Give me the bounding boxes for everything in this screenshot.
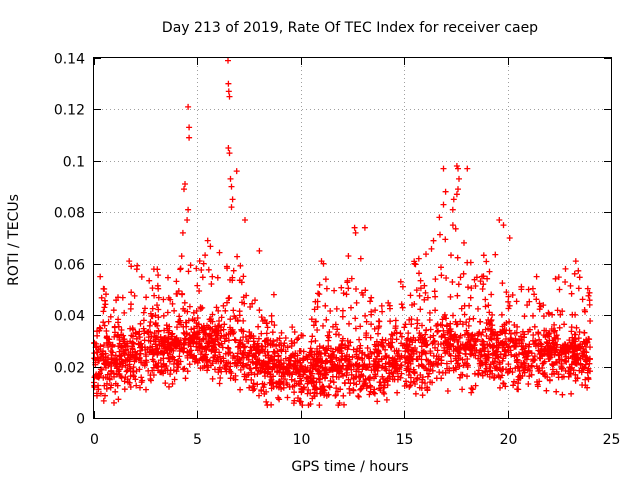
chart-title: Day 213 of 2019, Rate Of TEC Index for r… — [162, 20, 538, 36]
x-tick-label: 10 — [293, 432, 311, 448]
y-tick-label: 0.1 — [63, 155, 85, 171]
roti-peak-point — [453, 191, 460, 198]
roti-peak-point — [128, 263, 135, 270]
roti-peak-point — [228, 204, 235, 211]
roti-peak-point — [229, 196, 236, 203]
y-tick-label: 0.08 — [54, 206, 85, 222]
roti-peak-point — [204, 237, 211, 244]
roti-peak-point — [184, 217, 191, 223]
roti-peak-point — [182, 181, 188, 187]
roti-peak-point — [185, 206, 192, 213]
roti-peak-point — [411, 260, 418, 267]
roti-peak-point — [345, 253, 352, 259]
roti-peak-point — [126, 258, 133, 265]
roti-peak-point — [226, 93, 233, 100]
roti-peak-point — [450, 196, 457, 203]
roti-peak-point — [185, 103, 192, 110]
roti-data-points — [91, 57, 594, 409]
x-axis-label: GPS time / hours — [291, 459, 408, 475]
roti-peak-point — [351, 224, 358, 231]
roti-peak-point — [500, 222, 507, 229]
roti-peak-point — [440, 165, 447, 172]
y-tick-label: 0.02 — [54, 361, 85, 377]
plot-frame — [93, 57, 612, 419]
y-tick-label: 0 — [76, 412, 85, 428]
roti-peak-point — [256, 247, 263, 254]
roti-peak-point — [442, 188, 449, 195]
roti-peak-point — [270, 291, 277, 298]
roti-peak-point — [242, 217, 248, 223]
x-tick-label: 0 — [90, 432, 99, 448]
roti-peak-point — [186, 124, 193, 131]
roti-peak-point — [496, 217, 503, 223]
roti-peak-point — [225, 145, 232, 151]
roti-peak-point — [455, 186, 461, 193]
y-tick-label: 0.04 — [54, 309, 85, 325]
roti-peak-point — [225, 88, 232, 95]
y-tick-label: 0.14 — [54, 52, 85, 68]
roti-peak-point — [352, 229, 359, 236]
roti-peak-point — [320, 260, 327, 267]
y-axis-label: ROTI / TECUs — [6, 194, 22, 286]
roti-peak-point — [181, 186, 187, 193]
roti-peak-point — [179, 229, 186, 236]
x-tick-label: 25 — [603, 432, 621, 448]
roti-peak-point — [225, 80, 232, 87]
roti-peak-point — [455, 165, 461, 172]
axis-ticks: 0 5 10 15 20 25 0 0.02 0.04 0.06 0.08 0.1 0.12 0.14 — [54, 52, 621, 449]
roti-peak-point — [186, 134, 193, 141]
roti-peak-point — [226, 150, 233, 157]
roti-peak-point — [228, 183, 235, 190]
y-tick-label: 0.12 — [54, 103, 85, 119]
roti-peak-point — [449, 206, 456, 213]
roti-peak-point — [440, 201, 447, 208]
roti-peak-point — [506, 235, 513, 241]
roti-peak-point — [225, 57, 231, 64]
roti-peak-point — [97, 273, 104, 280]
roti-peak-point — [357, 255, 364, 262]
x-tick-label: 15 — [396, 432, 414, 448]
roti-peak-point — [361, 224, 368, 231]
roti-peak-point — [436, 214, 443, 221]
roti-peak-point — [572, 258, 579, 265]
x-tick-label: 20 — [500, 432, 518, 448]
roti-peak-point — [227, 175, 234, 182]
roti-peak-point — [233, 168, 240, 175]
y-tick-label: 0.06 — [54, 258, 85, 274]
roti-peak-point — [464, 165, 471, 172]
x-tick-label: 5 — [193, 432, 202, 448]
roti-scatter-cloud — [91, 222, 594, 409]
roti-peak-point — [456, 175, 462, 182]
roti-peak-point — [562, 265, 569, 272]
roti-peak-point — [533, 273, 540, 280]
